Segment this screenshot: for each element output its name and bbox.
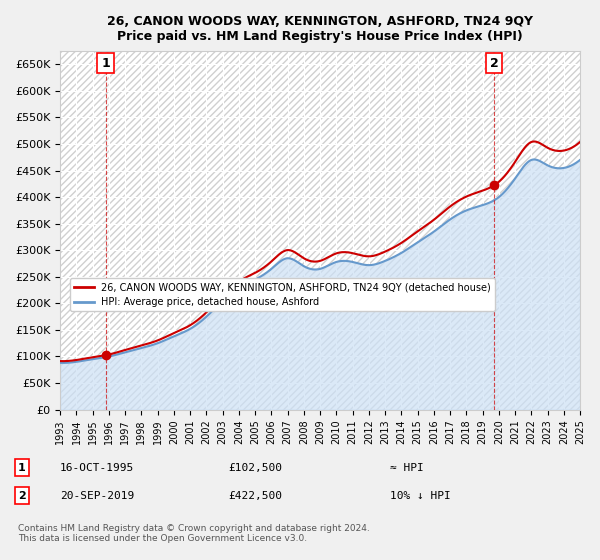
Legend: 26, CANON WOODS WAY, KENNINGTON, ASHFORD, TN24 9QY (detached house), HPI: Averag: 26, CANON WOODS WAY, KENNINGTON, ASHFORD… (70, 278, 495, 311)
Text: 1: 1 (18, 463, 26, 473)
Text: £102,500: £102,500 (228, 463, 282, 473)
Text: 10% ↓ HPI: 10% ↓ HPI (390, 491, 451, 501)
Text: 16-OCT-1995: 16-OCT-1995 (60, 463, 134, 473)
Text: £422,500: £422,500 (228, 491, 282, 501)
Text: ≈ HPI: ≈ HPI (390, 463, 424, 473)
Text: 2: 2 (18, 491, 26, 501)
Text: 2: 2 (490, 57, 499, 69)
Text: 1: 1 (101, 57, 110, 69)
Text: 20-SEP-2019: 20-SEP-2019 (60, 491, 134, 501)
Text: Contains HM Land Registry data © Crown copyright and database right 2024.
This d: Contains HM Land Registry data © Crown c… (18, 524, 370, 543)
Title: 26, CANON WOODS WAY, KENNINGTON, ASHFORD, TN24 9QY
Price paid vs. HM Land Regist: 26, CANON WOODS WAY, KENNINGTON, ASHFORD… (107, 15, 533, 43)
